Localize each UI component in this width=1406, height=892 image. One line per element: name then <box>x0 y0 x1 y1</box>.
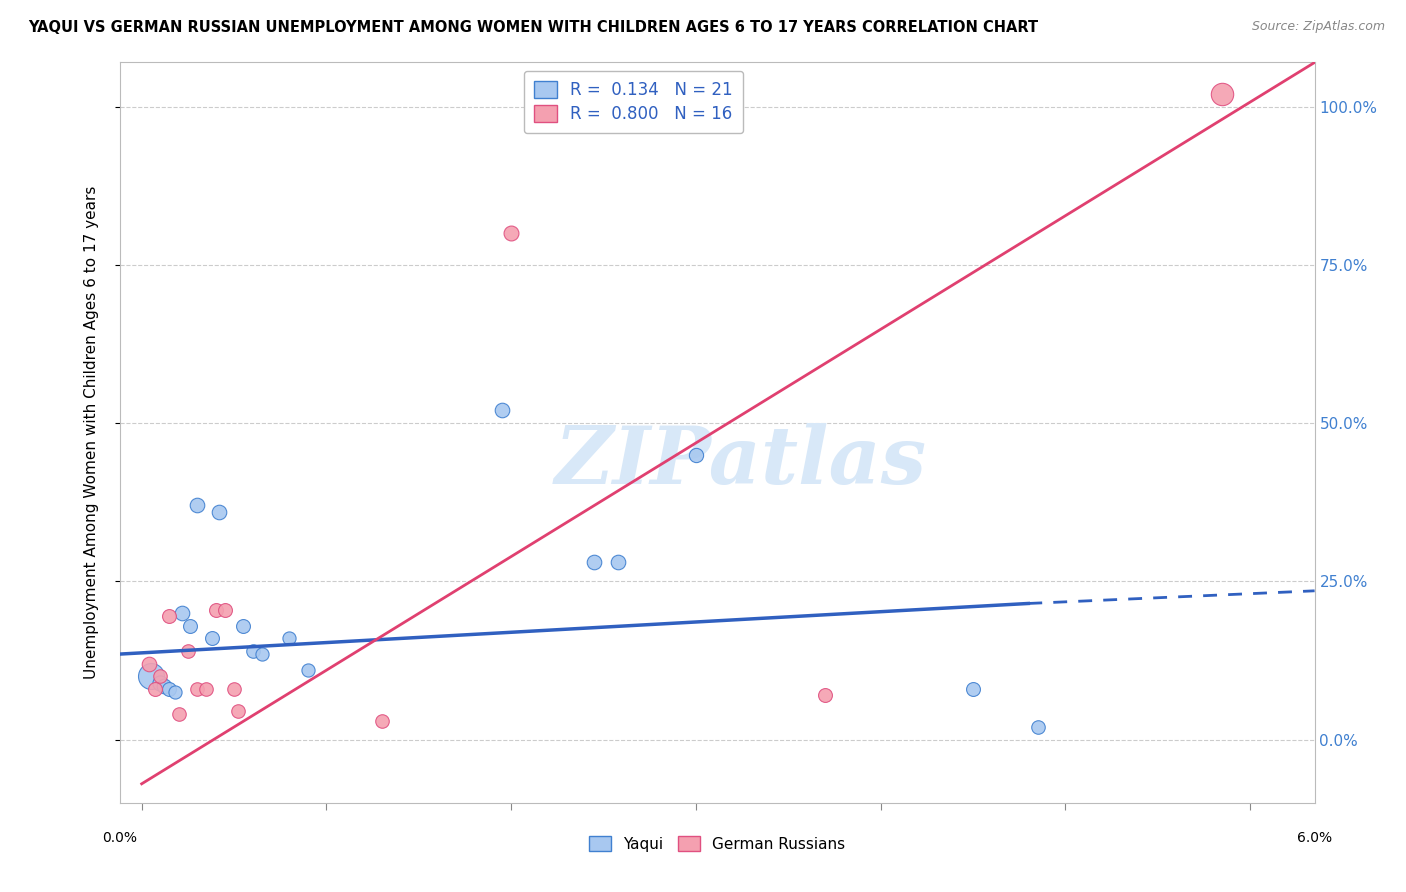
Point <box>167 707 190 722</box>
Point <box>250 647 273 661</box>
Point <box>491 403 513 417</box>
Point <box>226 704 249 718</box>
Y-axis label: Unemployment Among Women with Children Ages 6 to 17 years: Unemployment Among Women with Children A… <box>84 186 98 680</box>
Point <box>232 618 254 632</box>
Point <box>195 681 218 696</box>
Point <box>222 681 245 696</box>
Text: 6.0%: 6.0% <box>1298 831 1331 846</box>
Point <box>186 499 208 513</box>
Point <box>177 644 200 658</box>
Point <box>208 505 231 519</box>
Point <box>371 714 394 728</box>
Point <box>157 681 180 696</box>
Point <box>172 606 194 620</box>
Text: ZIPatlas: ZIPatlas <box>555 424 927 501</box>
Point <box>186 681 208 696</box>
Point <box>138 657 160 671</box>
Point <box>214 603 236 617</box>
Point <box>153 679 176 693</box>
Point <box>139 669 162 683</box>
Point <box>607 555 630 569</box>
Text: Source: ZipAtlas.com: Source: ZipAtlas.com <box>1251 20 1385 33</box>
Point <box>149 669 172 683</box>
Text: YAQUI VS GERMAN RUSSIAN UNEMPLOYMENT AMONG WOMEN WITH CHILDREN AGES 6 TO 17 YEAR: YAQUI VS GERMAN RUSSIAN UNEMPLOYMENT AMO… <box>28 20 1038 35</box>
Point <box>201 632 224 646</box>
Point <box>163 685 186 699</box>
Point <box>297 663 319 677</box>
Point <box>242 644 264 658</box>
Point <box>204 603 226 617</box>
Point <box>1026 720 1049 734</box>
Point <box>501 227 523 241</box>
Point <box>814 688 837 702</box>
Point <box>962 681 984 696</box>
Legend: Yaqui, German Russians: Yaqui, German Russians <box>583 830 851 858</box>
Point <box>1211 87 1233 101</box>
Point <box>157 609 180 624</box>
Point <box>583 555 606 569</box>
Point <box>143 681 166 696</box>
Point <box>149 675 172 690</box>
Point <box>685 448 707 462</box>
Point <box>278 632 301 646</box>
Text: 0.0%: 0.0% <box>103 831 136 846</box>
Point <box>179 618 201 632</box>
